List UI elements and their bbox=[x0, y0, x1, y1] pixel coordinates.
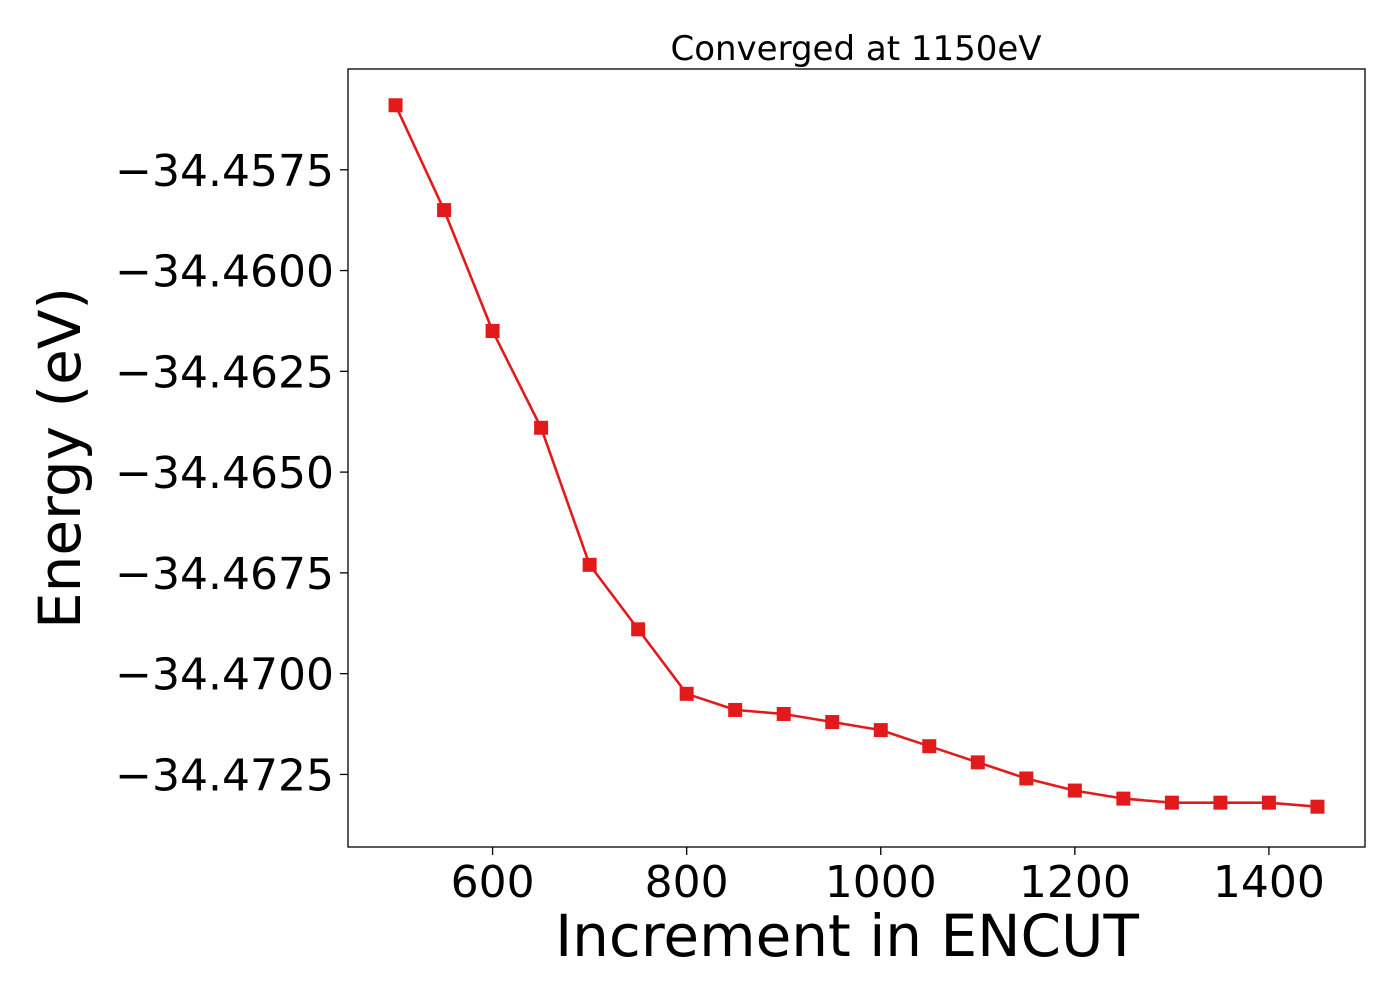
plot-frame bbox=[347, 68, 1366, 848]
data-point-marker bbox=[1310, 799, 1325, 814]
x-tick-label: 1000 bbox=[825, 857, 937, 908]
y-tick-label: −34.4625 bbox=[115, 347, 334, 398]
x-tick-label: 600 bbox=[451, 857, 535, 908]
data-point-marker bbox=[582, 557, 597, 572]
data-point-marker bbox=[1116, 791, 1131, 806]
data-point-marker bbox=[970, 755, 985, 770]
chart-title: Converged at 1150eV bbox=[670, 29, 1041, 69]
data-point-marker bbox=[1019, 771, 1034, 786]
data-point-marker bbox=[1164, 795, 1179, 810]
y-axis-label: Energy (eV) bbox=[26, 287, 94, 629]
x-tick-label: 1400 bbox=[1213, 857, 1325, 908]
x-axis: 600 800 1000 1200 1400 bbox=[451, 847, 1325, 908]
series-group bbox=[388, 98, 1325, 814]
y-tick-label: −34.4650 bbox=[115, 448, 334, 499]
y-tick-label: −34.4675 bbox=[115, 549, 334, 600]
plot-area: 600 800 1000 1200 1400 −34.4575−34.4600−34.4… bbox=[115, 68, 1366, 908]
y-tick-label: −34.4725 bbox=[115, 750, 334, 801]
y-tick-label: −34.4600 bbox=[115, 247, 334, 298]
y-axis: −34.4575 −34.4600 −34.4625 −34.4650 −34.4675… bbox=[115, 146, 348, 801]
data-point-marker bbox=[825, 715, 840, 730]
data-point-marker bbox=[437, 203, 452, 218]
data-point-marker bbox=[1261, 795, 1276, 810]
x-tick-label: 800 bbox=[645, 857, 729, 908]
data-point-marker bbox=[534, 420, 549, 435]
data-point-marker bbox=[485, 324, 500, 339]
data-point-marker bbox=[776, 706, 791, 721]
series-line bbox=[394, 104, 1318, 808]
data-point-marker bbox=[922, 739, 937, 754]
data-point-marker bbox=[1213, 795, 1228, 810]
x-tick-label: 1200 bbox=[1019, 857, 1131, 908]
data-point-marker bbox=[388, 98, 403, 113]
y-tick-label: −34.4700 bbox=[115, 650, 334, 701]
data-point-marker bbox=[631, 622, 646, 637]
x-axis-label: Increment in ENCUT bbox=[555, 902, 1139, 970]
data-point-marker bbox=[728, 702, 743, 717]
data-point-marker bbox=[1067, 783, 1082, 798]
data-point-marker bbox=[679, 686, 694, 701]
y-tick-label: −34.4575 bbox=[115, 146, 334, 197]
data-point-marker bbox=[873, 723, 888, 738]
